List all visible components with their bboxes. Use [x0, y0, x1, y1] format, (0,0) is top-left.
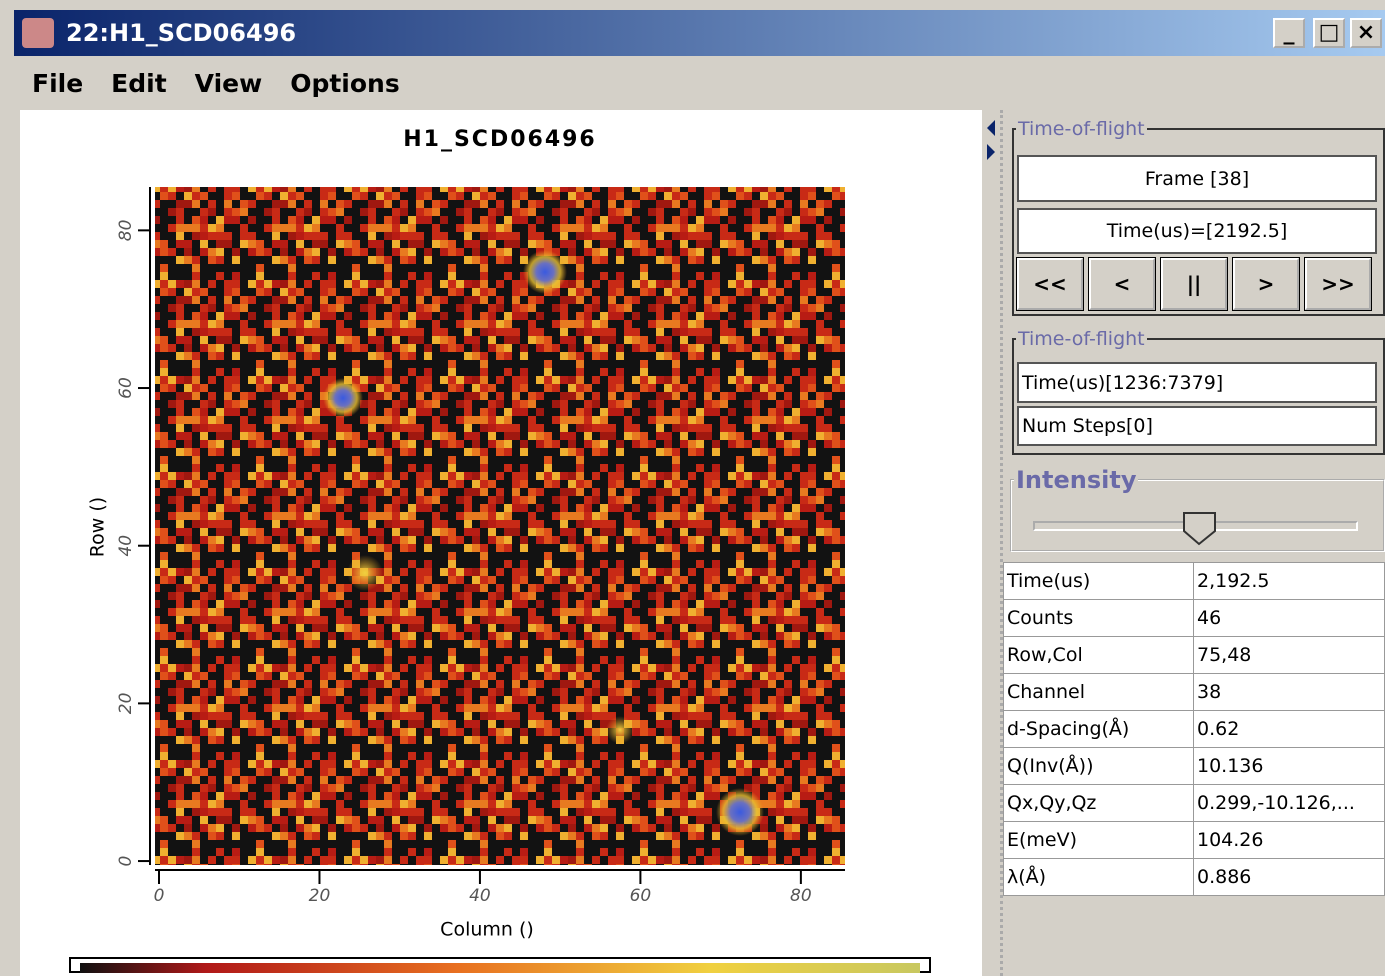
x-axis-label: Column (): [440, 919, 534, 941]
group-legend: Time-of-flight: [1016, 118, 1147, 140]
time-field: Time(us)=[2192.5]: [1017, 208, 1377, 254]
y-tick-label: 60: [116, 377, 136, 399]
value-cell: 104.26: [1194, 822, 1385, 859]
chart-title: H1_SCD06496: [403, 127, 597, 152]
label-cell: Qx,Qy,Qz: [1004, 785, 1194, 822]
x-tick-label: 60: [630, 886, 652, 906]
warm-spot: [347, 555, 383, 591]
peak-spot: [523, 250, 567, 294]
value-cell: 38: [1194, 674, 1385, 711]
y-tick-label: 40: [116, 535, 136, 557]
nav-button[interactable]: <<: [1017, 258, 1083, 310]
x-tick-label: 0: [154, 886, 165, 906]
table-row: λ(Å)0.886: [1004, 859, 1385, 896]
peak-spot: [323, 378, 363, 418]
table-row: d-Spacing(Å)0.62: [1004, 711, 1385, 748]
nav-button[interactable]: <: [1089, 258, 1155, 310]
heatmap-chart: H1_SCD06496 0 20 40 60 80 0 20 40 60 80 Column ()…: [0, 0, 985, 976]
y-axis-label: Row (): [87, 497, 109, 557]
x-tick-label: 80: [790, 886, 812, 906]
maximize-button[interactable]: □: [1313, 18, 1345, 48]
y-tick-label: 0: [116, 856, 136, 867]
time-range-field[interactable]: Time(us)[1236:7379]: [1017, 362, 1377, 403]
label-cell: d-Spacing(Å): [1004, 711, 1194, 748]
label-cell: Q(Inv(Å)): [1004, 748, 1194, 785]
value-cell: 0.62: [1194, 711, 1385, 748]
label-cell: E(meV): [1004, 822, 1194, 859]
slider-thumb[interactable]: [1182, 511, 1218, 547]
frame-field: Frame [38]: [1017, 155, 1377, 202]
num-steps-field[interactable]: Num Steps[0]: [1017, 406, 1377, 446]
table-row: Time(us)2,192.5: [1004, 563, 1385, 600]
value-cell: 2,192.5: [1194, 563, 1385, 600]
group-legend: Time-of-flight: [1016, 328, 1147, 350]
peak-spot: [716, 788, 764, 836]
value-cell: 0.299,-10.126,...: [1194, 785, 1385, 822]
nav-button[interactable]: >>: [1305, 258, 1371, 310]
x-tick-label: 40: [469, 886, 491, 906]
value-cell: 46: [1194, 600, 1385, 637]
window: 22:H1_SCD06496 _ □ × FileEditViewOptions…: [0, 0, 1385, 976]
value-cell: 75,48: [1194, 637, 1385, 674]
y-tick-label: 20: [116, 693, 136, 715]
y-tick-label: 80: [116, 220, 136, 242]
nav-button[interactable]: ||: [1161, 258, 1227, 310]
warm-spot: [606, 716, 634, 744]
nav-button[interactable]: >: [1233, 258, 1299, 310]
group-legend: Intensity: [1014, 466, 1138, 494]
label-cell: Time(us): [1004, 563, 1194, 600]
table-row: Q(Inv(Å))10.136: [1004, 748, 1385, 785]
label-cell: Counts: [1004, 600, 1194, 637]
minimize-button[interactable]: _: [1273, 18, 1305, 48]
label-cell: Channel: [1004, 674, 1194, 711]
value-cell: 0.886: [1194, 859, 1385, 896]
label-cell: Row,Col: [1004, 637, 1194, 674]
table-row: E(meV)104.26: [1004, 822, 1385, 859]
heatmap-image: [155, 187, 845, 865]
x-tick-label: 20: [309, 886, 331, 906]
colorbar: [80, 963, 920, 973]
label-cell: λ(Å): [1004, 859, 1194, 896]
splitter[interactable]: [985, 110, 1003, 976]
value-cell: 10.136: [1194, 748, 1385, 785]
close-button[interactable]: ×: [1350, 18, 1382, 48]
